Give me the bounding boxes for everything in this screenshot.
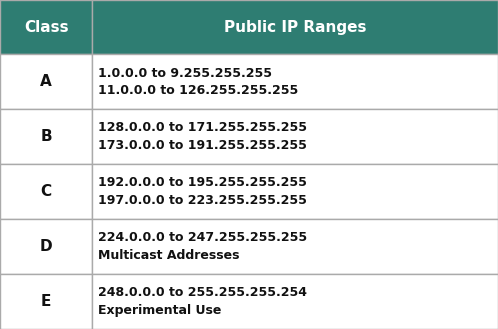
Text: 192.0.0.0 to 195.255.255.255
197.0.0.0 to 223.255.255.255: 192.0.0.0 to 195.255.255.255 197.0.0.0 t…: [98, 176, 307, 207]
Text: 1.0.0.0 to 9.255.255.255
11.0.0.0 to 126.255.255.255: 1.0.0.0 to 9.255.255.255 11.0.0.0 to 126…: [98, 66, 298, 97]
Bar: [0, 274, 92, 329]
Bar: [0, 219, 92, 274]
Text: A: A: [40, 74, 52, 89]
Text: D: D: [40, 239, 52, 254]
Bar: [0, 54, 92, 109]
Text: 224.0.0.0 to 247.255.255.255
Multicast Addresses: 224.0.0.0 to 247.255.255.255 Multicast A…: [98, 231, 307, 262]
Bar: [92, 0, 498, 54]
Bar: [92, 54, 498, 109]
Bar: [92, 219, 498, 274]
Text: B: B: [40, 129, 52, 144]
Bar: [0, 164, 92, 219]
Text: C: C: [40, 184, 52, 199]
Bar: [0, 0, 92, 54]
Text: Class: Class: [24, 20, 68, 35]
Bar: [92, 274, 498, 329]
Text: 128.0.0.0 to 171.255.255.255
173.0.0.0 to 191.255.255.255: 128.0.0.0 to 171.255.255.255 173.0.0.0 t…: [98, 121, 307, 152]
Bar: [92, 109, 498, 164]
Bar: [0, 109, 92, 164]
Text: Public IP Ranges: Public IP Ranges: [224, 20, 367, 35]
Text: 248.0.0.0 to 255.255.255.254
Experimental Use: 248.0.0.0 to 255.255.255.254 Experimenta…: [98, 286, 307, 317]
Text: E: E: [41, 294, 51, 309]
Bar: [92, 164, 498, 219]
